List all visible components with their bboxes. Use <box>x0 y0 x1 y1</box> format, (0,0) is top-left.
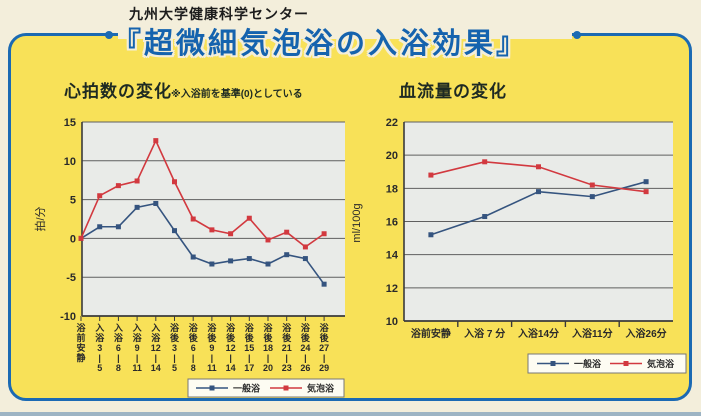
data-point-marker <box>153 138 159 144</box>
y-axis-label: ml/100g <box>352 203 363 242</box>
data-point-marker <box>134 178 140 184</box>
series-line <box>80 202 325 285</box>
x-tick-label: 入浴26分 <box>626 327 667 340</box>
x-tick-label: 浴前安静 <box>411 327 451 340</box>
x-tick-label: 浴後 18 | 20 <box>263 322 274 373</box>
data-point-marker <box>115 224 121 230</box>
data-point-marker <box>321 231 327 237</box>
legend-marker <box>623 361 629 366</box>
x-tick-label: 入浴 9 | 11 <box>132 323 143 373</box>
y-tick-label: 10 <box>386 316 398 328</box>
legend-marker <box>550 361 556 366</box>
decorative-dot-right <box>573 31 581 39</box>
x-tick-label: 入浴 3 | 5 <box>94 323 105 373</box>
y-tick-label: 14 <box>386 250 399 262</box>
legend-label: 気泡浴 <box>307 383 335 394</box>
data-point-marker <box>190 216 196 222</box>
legend-label: 一般浴 <box>574 358 602 369</box>
data-point-marker <box>265 261 271 267</box>
legend-label: 気泡浴 <box>647 358 675 369</box>
data-point-marker <box>643 179 649 185</box>
data-point-marker <box>589 182 595 188</box>
page-title: 『超微細気泡浴の入浴効果』 <box>112 28 529 60</box>
y-tick-label: 22 <box>386 117 398 129</box>
heart-rate-chart-title: 心拍数の変化 <box>64 82 172 101</box>
data-point-marker <box>228 231 234 237</box>
y-tick-label: 20 <box>386 150 398 162</box>
blood-flow-chart-title: 血流量の変化 <box>399 82 507 101</box>
x-tick-label: 入浴 7 分 <box>464 327 505 340</box>
data-point-marker <box>153 200 159 206</box>
data-point-marker <box>190 254 196 260</box>
x-tick-label: 浴後 6 | 8 <box>189 322 199 373</box>
title-cover <box>118 30 572 39</box>
blood-flow-line-chart: 22 20 18 16 14 12 10 ml/100g 浴前安静 入浴 7 分入浴14分 入浴11… <box>352 117 687 374</box>
data-point-marker <box>246 256 252 262</box>
data-point-marker <box>265 237 271 243</box>
y-tick-label: 0 <box>70 233 76 245</box>
data-point-marker <box>302 256 308 262</box>
data-point-marker <box>228 258 234 264</box>
data-point-marker <box>482 159 488 165</box>
decorative-dot-left <box>105 31 113 39</box>
y-tick-label: 12 <box>386 283 398 295</box>
data-point-marker <box>302 244 308 250</box>
x-tick-label: 浴後 21 | 23 <box>282 322 293 373</box>
x-tick-label: 浴後 3 | 5 <box>170 322 180 373</box>
x-tick-label: 入浴14分 <box>518 327 559 340</box>
data-point-marker <box>209 261 215 267</box>
x-tick-label: 浴後 15 | 17 <box>244 322 255 373</box>
y-tick-label: 10 <box>64 156 76 168</box>
x-tick-label: 入浴11分 <box>572 327 613 340</box>
data-point-marker <box>97 193 103 199</box>
data-point-marker <box>536 189 541 195</box>
y-tick-label: 16 <box>386 217 398 229</box>
x-tick-label: 浴前安静 <box>76 322 86 363</box>
x-tick-label: 入浴 6 | 8 <box>113 323 124 373</box>
legend-marker <box>283 385 289 391</box>
series-line <box>80 138 325 248</box>
data-point-marker <box>284 252 290 258</box>
data-point-marker <box>134 204 140 210</box>
y-tick-label: 15 <box>64 117 76 129</box>
data-point-marker <box>78 235 84 241</box>
data-point-marker <box>589 194 595 200</box>
y-tick-label: 18 <box>386 183 398 195</box>
data-point-marker <box>284 229 290 235</box>
legend-marker <box>209 385 215 391</box>
data-point-marker <box>482 214 488 220</box>
data-point-marker <box>321 281 327 287</box>
y-tick-label: -5 <box>66 272 76 284</box>
legend-box <box>527 353 687 374</box>
data-point-marker <box>172 179 177 185</box>
data-point-marker <box>115 183 121 189</box>
legend-box <box>187 378 345 398</box>
data-point-marker <box>246 215 252 221</box>
x-tick-label: 入浴 12 | 14 <box>150 323 161 373</box>
x-tick-label: 浴後 12 | 14 <box>226 322 237 373</box>
data-point-marker <box>172 228 177 234</box>
data-point-marker <box>428 232 434 238</box>
heart-rate-chart-note: ※入浴前を基準(0)としている <box>171 89 303 100</box>
x-tick-label: 浴後 27 | 29 <box>319 322 330 373</box>
data-point-marker <box>428 172 434 178</box>
scan-edge-strip <box>0 412 701 416</box>
y-axis-label: 拍/分 <box>33 206 47 231</box>
organization-name: 九州大学健康科学センター <box>129 6 309 22</box>
plot-area <box>82 122 345 316</box>
data-point-marker <box>536 164 541 170</box>
y-tick-label: -10 <box>60 311 76 323</box>
data-point-marker <box>209 227 215 233</box>
y-tick-label: 5 <box>70 195 76 207</box>
data-point-marker <box>97 224 103 230</box>
x-tick-label: 浴後 24 | 26 <box>300 322 311 373</box>
x-tick-label: 浴後 9 | 11 <box>207 322 217 373</box>
data-point-marker <box>643 189 649 195</box>
legend-label: 一般浴 <box>233 383 261 394</box>
